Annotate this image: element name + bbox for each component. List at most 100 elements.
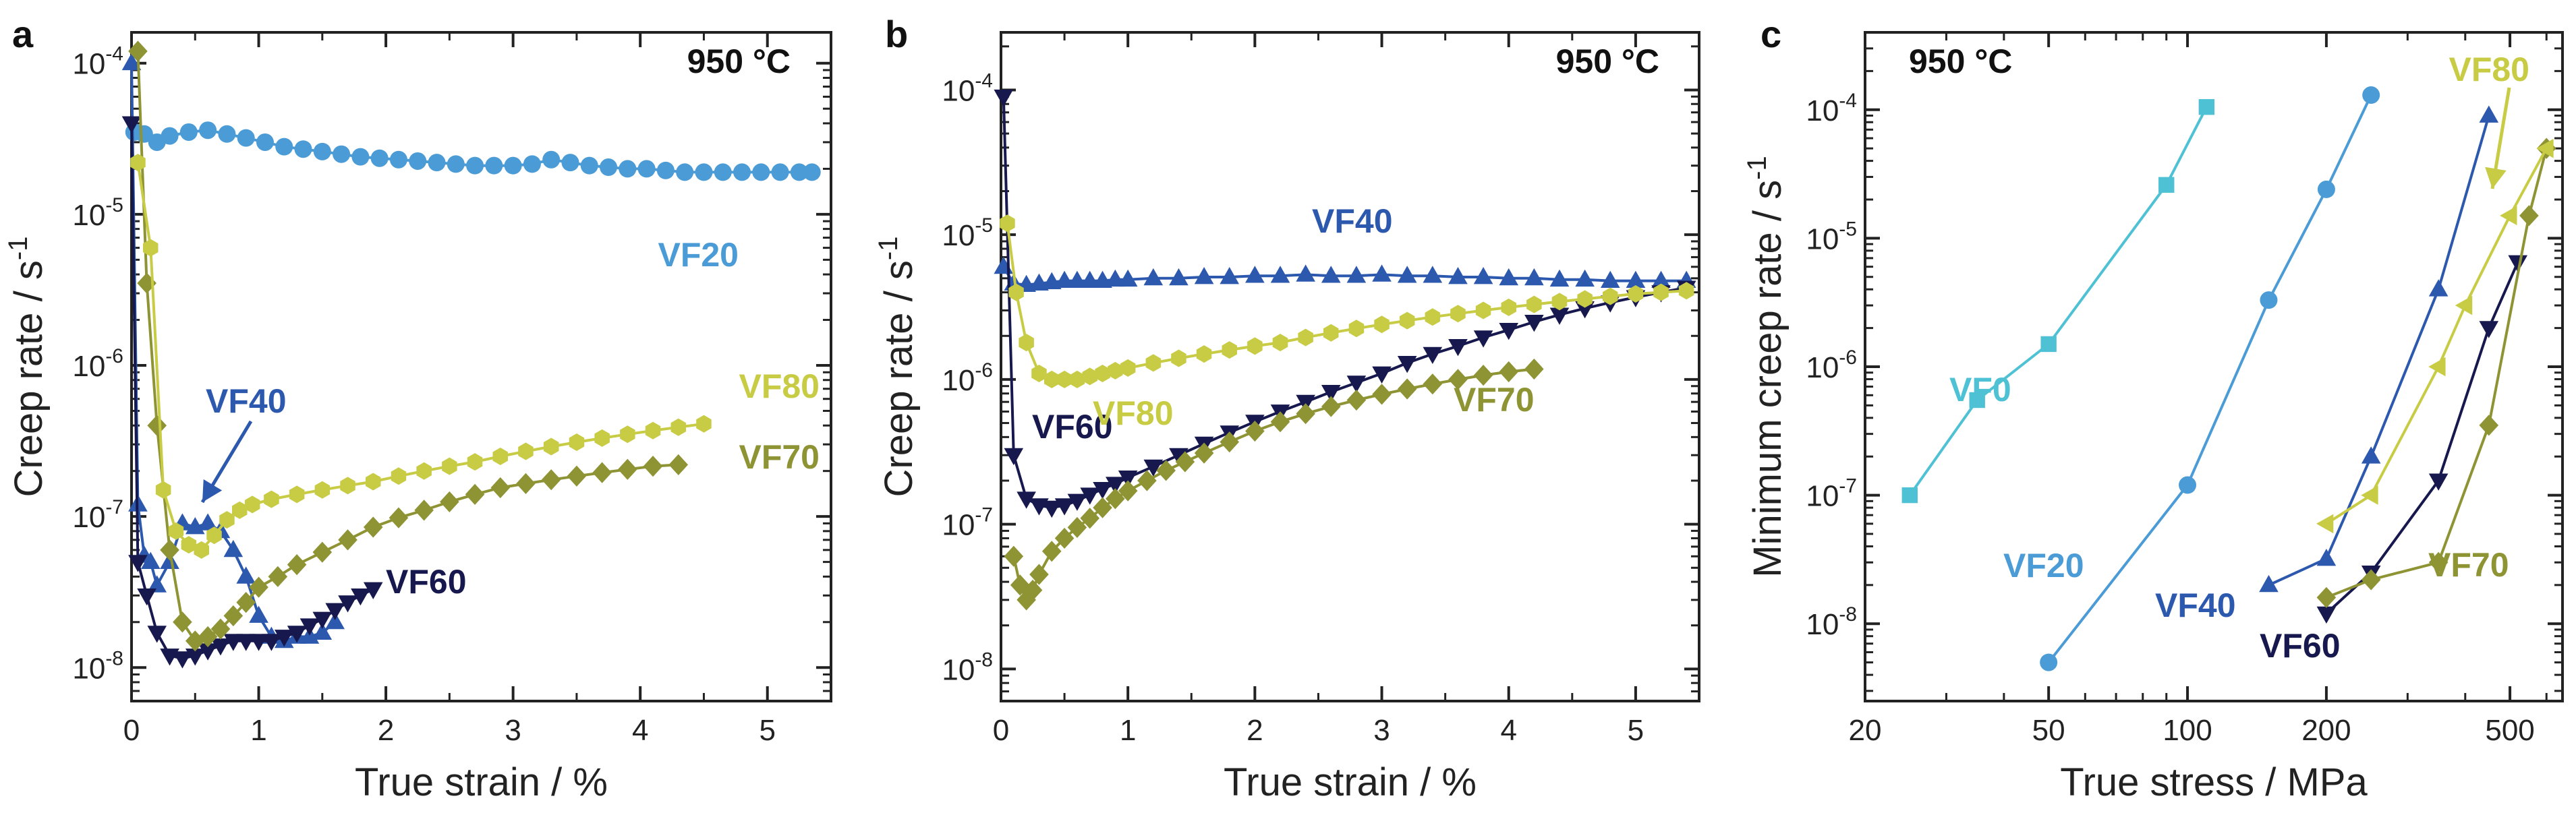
data-point-VF80 bbox=[543, 437, 559, 456]
temperature-label-a: 950 °C bbox=[687, 42, 791, 80]
data-point-VF40 bbox=[1143, 268, 1164, 286]
data-point-VF80 bbox=[1272, 334, 1288, 352]
x-tick-label: 20 bbox=[1849, 714, 1882, 747]
data-point-VF70 bbox=[249, 576, 268, 598]
y-axis-label: Creep rate / s-1 bbox=[874, 237, 921, 497]
data-point-VF40 bbox=[121, 53, 142, 71]
data-point-VF80 bbox=[1000, 214, 1015, 233]
data-point-VF70 bbox=[592, 462, 612, 483]
data-point-VF60 bbox=[1372, 366, 1392, 384]
x-tick-label: 100 bbox=[2163, 714, 2212, 747]
data-point-VF60 bbox=[185, 648, 205, 666]
x-tick-label: 0 bbox=[993, 714, 1009, 747]
data-point-VF80 bbox=[232, 501, 248, 519]
data-point-VF20 bbox=[600, 158, 618, 177]
data-point-VF40 bbox=[312, 622, 333, 640]
series-label-VF0: VF0 bbox=[1949, 371, 2011, 409]
data-point-VF20 bbox=[695, 163, 713, 181]
x-tick-label: 4 bbox=[1500, 714, 1516, 747]
data-point-VF20 bbox=[771, 163, 789, 181]
data-point-VF80 bbox=[1171, 349, 1186, 367]
panel-letter-b: b bbox=[885, 13, 908, 55]
data-point-VF80 bbox=[168, 522, 184, 540]
data-point-VF70 bbox=[2428, 551, 2449, 573]
data-point-VF40 bbox=[249, 605, 268, 623]
data-point-VF20 bbox=[561, 154, 579, 172]
data-point-VF70 bbox=[2519, 205, 2539, 227]
data-point-VF40 bbox=[1169, 268, 1189, 286]
data-point-VF40 bbox=[1448, 267, 1468, 284]
data-point-VF20 bbox=[656, 161, 675, 179]
data-point-VF60 bbox=[1080, 487, 1100, 505]
data-point-VF80 bbox=[1069, 370, 1085, 388]
y-axis-label: Creep rate / s-1 bbox=[3, 237, 51, 497]
data-point-VF20 bbox=[389, 150, 407, 169]
data-point-VF70 bbox=[236, 591, 256, 613]
data-point-VF70 bbox=[1473, 364, 1493, 386]
data-point-VF60 bbox=[2479, 321, 2499, 338]
data-point-VF70 bbox=[1054, 527, 1075, 549]
data-point-VF80 bbox=[442, 457, 457, 475]
data-point-VF60 bbox=[1575, 301, 1595, 319]
data-point-VF40 bbox=[2259, 574, 2279, 593]
data-point-VF20 bbox=[504, 156, 522, 175]
data-point-VF40 bbox=[1575, 269, 1595, 287]
y-tick-label: 10-6 bbox=[1806, 346, 1857, 384]
panel-b-frame bbox=[1000, 31, 1700, 702]
data-point-VF70 bbox=[1194, 442, 1214, 464]
data-point-VF70 bbox=[1156, 460, 1176, 481]
data-point-VF70 bbox=[618, 458, 637, 480]
data-point-VF40 bbox=[1372, 264, 1392, 282]
data-point-VF60 bbox=[299, 618, 320, 636]
data-point-VF0 bbox=[2040, 336, 2057, 353]
data-point-VF70 bbox=[414, 500, 434, 521]
y-tick-label: 10-4 bbox=[1806, 90, 1857, 127]
data-point-VF70 bbox=[1080, 508, 1100, 529]
data-point-VF60 bbox=[1549, 307, 1570, 325]
data-point-VF80 bbox=[2500, 206, 2517, 226]
data-point-VF80 bbox=[1577, 290, 1593, 308]
data-point-VF80 bbox=[569, 433, 585, 451]
x-axis-label: True stress / MPa bbox=[2060, 760, 2368, 804]
arrow-vf80-head bbox=[2485, 167, 2507, 189]
data-point-VF80 bbox=[1450, 305, 1466, 323]
y-tick-label: 10-8 bbox=[72, 647, 123, 685]
data-point-VF70 bbox=[223, 605, 244, 627]
data-point-VF70 bbox=[1106, 488, 1125, 510]
series-label-VF60: VF60 bbox=[386, 563, 467, 601]
data-point-VF70 bbox=[389, 507, 409, 529]
data-point-VF60 bbox=[287, 626, 307, 643]
series-label-VF70: VF70 bbox=[1454, 381, 1535, 419]
series-line-VF80 bbox=[136, 162, 704, 552]
y-tick-label: 10-5 bbox=[72, 194, 123, 232]
data-point-VF60 bbox=[1448, 339, 1468, 357]
data-point-VF60 bbox=[1054, 498, 1075, 516]
data-point-VF0 bbox=[2198, 99, 2215, 115]
data-point-VF70 bbox=[516, 473, 536, 494]
data-point-VF80 bbox=[219, 511, 235, 529]
y-tick-label: 10-7 bbox=[72, 496, 123, 534]
data-point-VF80 bbox=[1031, 365, 1047, 382]
data-point-VF80 bbox=[1082, 367, 1097, 386]
data-point-VF60 bbox=[994, 89, 1014, 107]
y-tick-label: 10-8 bbox=[1806, 603, 1857, 641]
data-point-VF70 bbox=[2316, 586, 2337, 608]
data-point-VF20 bbox=[714, 163, 732, 181]
data-point-VF20 bbox=[409, 152, 427, 170]
data-point-VF40 bbox=[223, 539, 244, 557]
data-point-VF40 bbox=[325, 611, 345, 630]
series-line-VF70 bbox=[136, 51, 679, 643]
data-point-VF70 bbox=[160, 539, 179, 561]
data-point-VF70 bbox=[668, 454, 689, 475]
data-point-VF40 bbox=[1626, 270, 1646, 289]
panel-letter-a: a bbox=[12, 13, 34, 55]
data-point-VF40 bbox=[1397, 266, 1417, 283]
data-point-VF70 bbox=[490, 477, 511, 499]
series-label-VF20: VF20 bbox=[658, 236, 739, 274]
data-point-VF70 bbox=[210, 618, 231, 640]
data-point-VF40 bbox=[1524, 268, 1544, 286]
data-point-VF80 bbox=[1399, 311, 1415, 330]
data-point-VF70 bbox=[2479, 415, 2499, 436]
data-point-VF70 bbox=[1137, 470, 1157, 491]
